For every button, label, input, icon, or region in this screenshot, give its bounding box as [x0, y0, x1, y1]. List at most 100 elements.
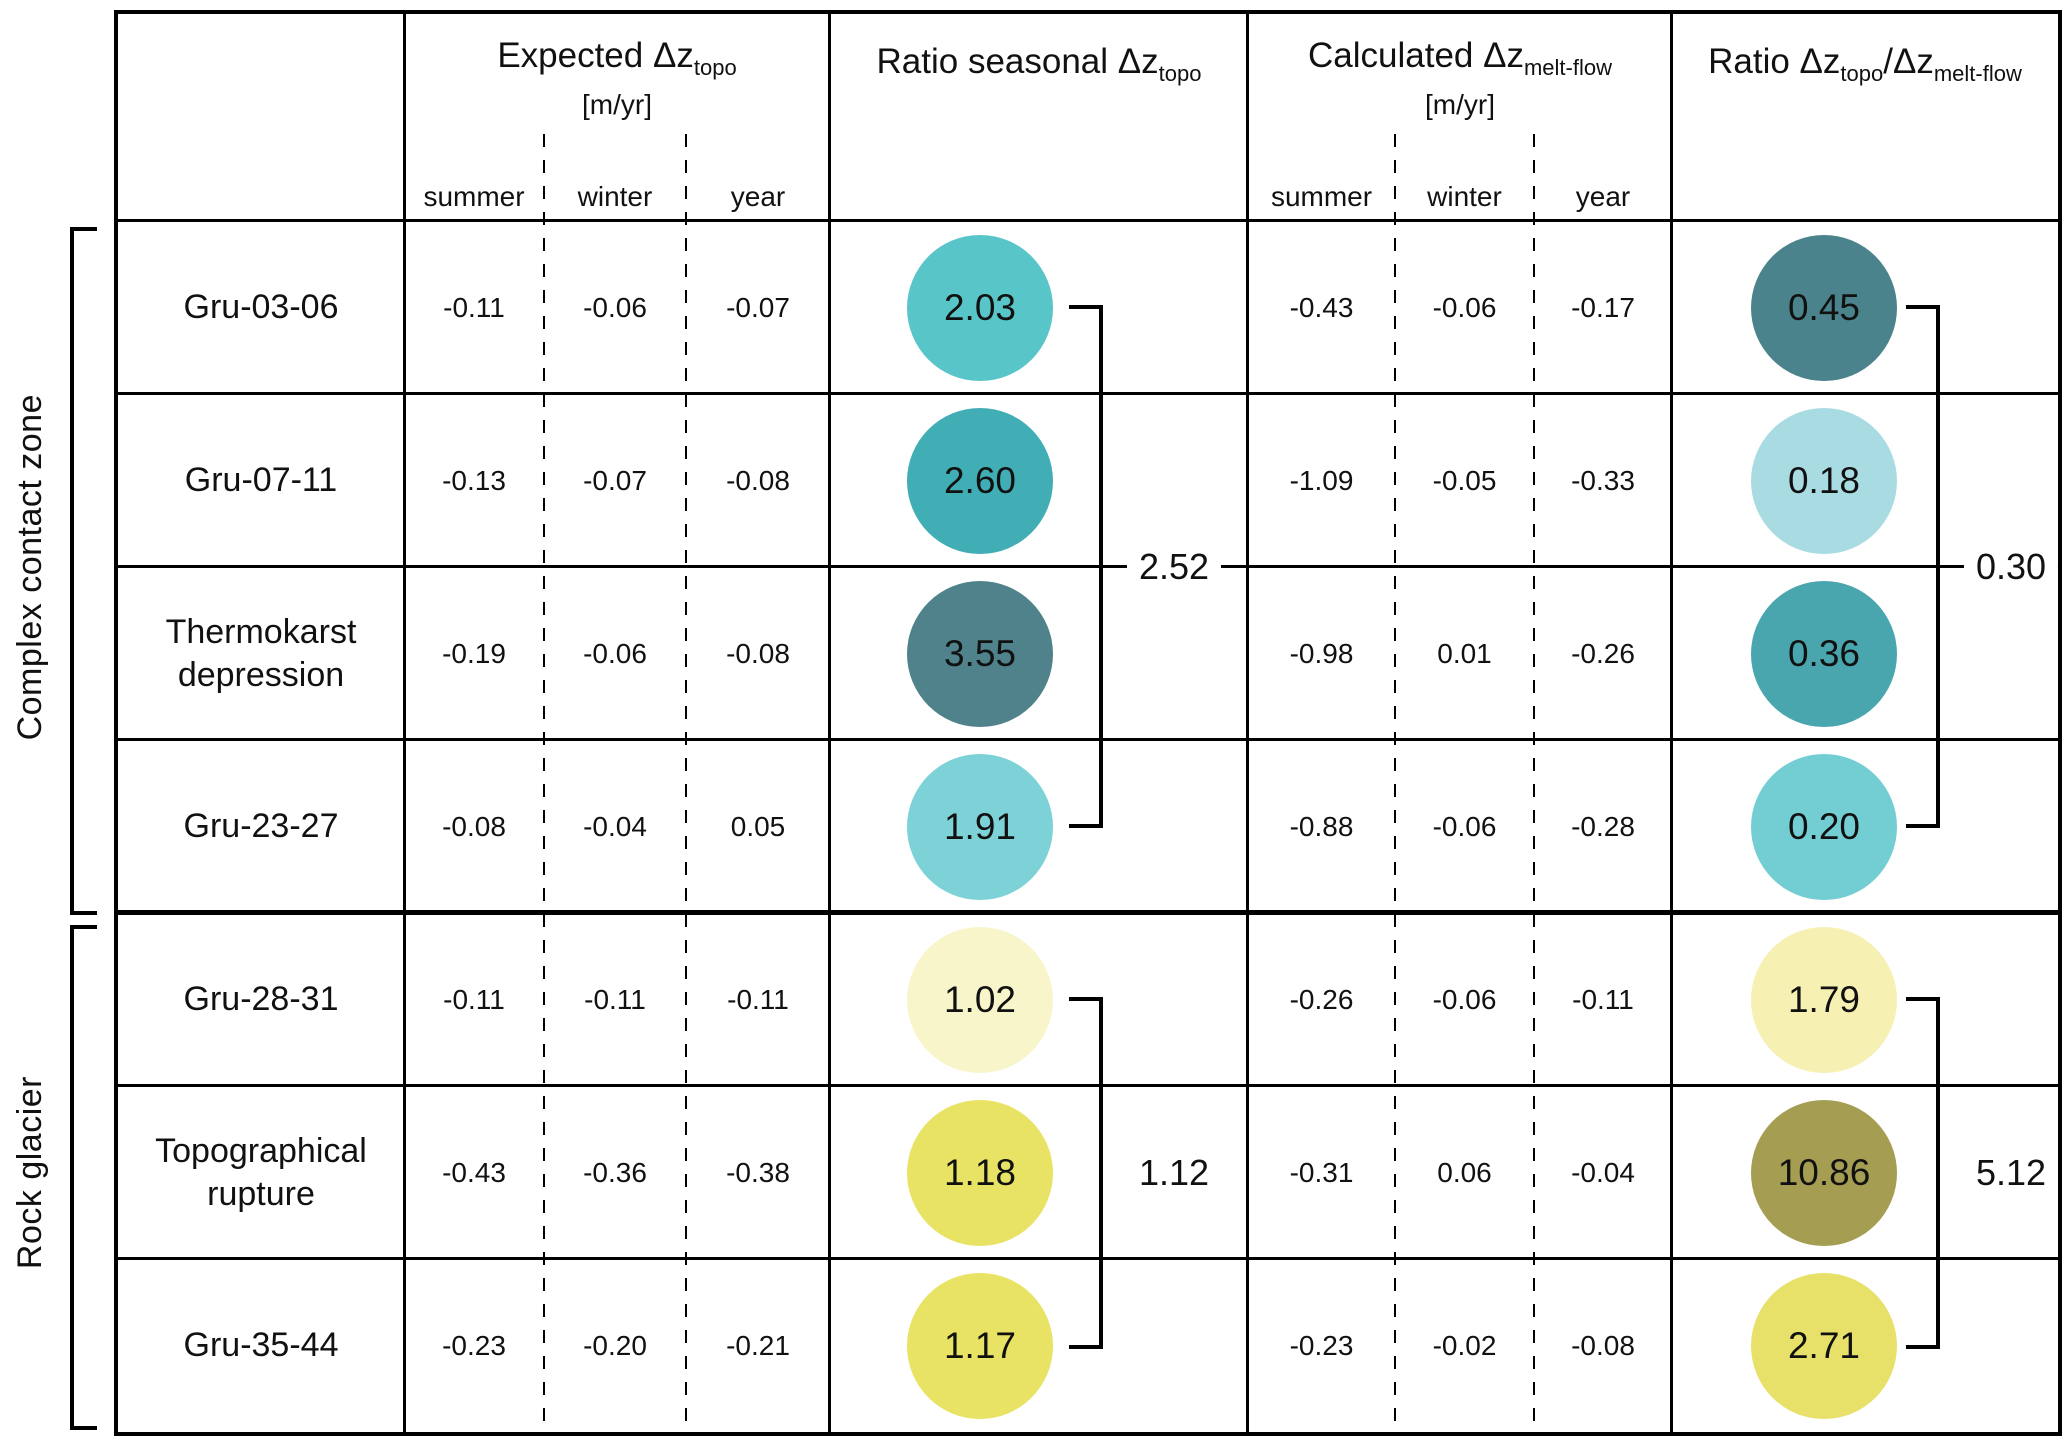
expected-winter-value: -0.07	[583, 464, 647, 496]
row-label: Thermokarst depression	[165, 613, 357, 694]
data-table: Expected Δztopo [m/yr] summer winter yea…	[114, 10, 2062, 1436]
final-ratio-circle: 2.71	[1751, 1272, 1897, 1419]
header-calculated-title-subscript: melt-flow	[1523, 55, 1612, 80]
seasonal-ratio-cell: 2.03	[830, 221, 1248, 394]
calculated-summer-value: -0.43	[1289, 291, 1354, 323]
final-ratio-circle: 0.18	[1751, 407, 1897, 554]
header-calculated-title-text: Calculated Δz	[1308, 36, 1524, 75]
column-divider	[403, 14, 406, 1432]
final-ratio-cell: 0.18	[1672, 394, 2058, 567]
dashed-subcolumn-divider	[1394, 134, 1396, 1432]
group-bracket-complex-contact-zone	[70, 227, 97, 915]
expected-winter-value: -0.20	[583, 1329, 647, 1361]
expected-summer-value: -0.23	[442, 1329, 506, 1361]
expected-year-value: 0.05	[730, 810, 786, 842]
header-expected-title-text: Expected Δz	[497, 36, 694, 75]
header-ratio-seasonal-title: Ratio seasonal Δztopo	[877, 42, 1202, 87]
row-divider	[118, 1084, 2058, 1087]
final-ratio-bracket-complex	[1906, 305, 1940, 828]
header-expected-subcolumns: summer winter year	[404, 181, 830, 221]
final-ratio-cell: 0.45	[1672, 221, 2058, 394]
calculated-year-value: -0.04	[1571, 1156, 1635, 1188]
seasonal-ratio-circle: 1.18	[907, 1099, 1053, 1246]
calculated-year-value: -0.28	[1571, 810, 1635, 842]
dashed-subcolumn-divider	[685, 134, 687, 1432]
calculated-winter-value: -0.02	[1432, 1329, 1497, 1361]
expected-summer-value: -0.43	[442, 1156, 506, 1188]
dashed-subcolumn-divider	[543, 134, 545, 1432]
row-label: Gru-03-06	[183, 288, 339, 327]
final-ratio-circle: 1.79	[1751, 926, 1897, 1073]
row-divider	[118, 565, 2058, 568]
group-seasonal-ratio-value: 2.52	[1126, 544, 1222, 590]
expected-year-value: -0.38	[726, 1156, 790, 1188]
final-ratio-cell: 2.71	[1672, 1259, 2058, 1432]
group-label-text: Complex contact zone	[10, 393, 49, 741]
final-ratio-cell: 0.36	[1672, 567, 2058, 740]
group-bracket-rock-glacier	[70, 925, 97, 1430]
header-ratio-final-text-1: Ratio Δz	[1708, 42, 1841, 81]
header-expected-dz-topo: Expected Δztopo [m/yr] summer winter yea…	[404, 14, 830, 221]
header-ratio-topo-meltflow-title: Ratio Δztopo/Δzmelt-flow	[1708, 42, 2022, 87]
header-ratio-seasonal-title-text: Ratio seasonal Δz	[876, 42, 1159, 81]
row-label: Gru-07-11	[184, 461, 338, 500]
expected-summer-value: -0.13	[442, 464, 506, 496]
row-label: Gru-28-31	[183, 980, 339, 1019]
seasonal-ratio-circle: 3.55	[907, 580, 1053, 727]
calculated-winter-value: -0.06	[1432, 810, 1497, 842]
final-ratio-circle: 0.20	[1751, 753, 1897, 900]
expected-winter-value: -0.06	[583, 291, 647, 323]
row-divider	[118, 219, 2058, 222]
calculated-winter-value: 0.06	[1437, 1156, 1492, 1188]
header-expected-title-subscript: topo	[693, 55, 737, 80]
seasonal-ratio-cell: 1.02	[830, 913, 1248, 1086]
header-ratio-seasonal-title-subscript: topo	[1158, 61, 1202, 86]
seasonal-ratio-circle: 1.91	[907, 753, 1053, 900]
seasonal-ratio-cell: 1.17	[830, 1259, 1248, 1432]
expected-winter-value: -0.36	[583, 1156, 647, 1188]
group-seasonal-ratio-value: 1.12	[1126, 1150, 1222, 1196]
column-divider	[828, 14, 831, 1432]
calculated-winter-value: -0.06	[1432, 983, 1497, 1015]
header-calculated-title: Calculated Δzmelt-flow	[1248, 36, 1672, 81]
header-ratio-final-subscript-1: topo	[1840, 61, 1884, 86]
final-ratio-cell: 0.20	[1672, 740, 2058, 913]
group-final-ratio-value: 5.12	[1963, 1150, 2058, 1196]
header-expected-unit: [m/yr]	[582, 89, 652, 120]
calculated-year-value: -0.08	[1571, 1329, 1635, 1361]
expected-year-value: -0.07	[726, 291, 790, 323]
calculated-summer-value: -0.23	[1289, 1329, 1354, 1361]
dashed-subcolumn-divider	[1533, 134, 1535, 1432]
calculated-year-value: -0.26	[1571, 637, 1635, 669]
seasonal-ratio-cell: 3.55	[830, 567, 1248, 740]
expected-summer-value: -0.11	[443, 291, 505, 323]
seasonal-ratio-bracket-complex	[1069, 305, 1103, 828]
row-divider	[118, 738, 2058, 741]
header-ratio-final-text-2: /Δz	[1883, 42, 1934, 81]
group-label-rock-glacier: Rock glacier	[0, 913, 60, 1432]
calculated-summer-value: -0.31	[1289, 1156, 1354, 1188]
subcol-summer-label: summer	[423, 181, 525, 212]
subcol-year-label: year	[730, 181, 786, 212]
seasonal-ratio-bracket-rock-glacier	[1069, 997, 1103, 1349]
calculated-year-value: -0.33	[1571, 464, 1635, 496]
expected-summer-value: -0.19	[442, 637, 506, 669]
calculated-summer-value: -1.09	[1289, 464, 1354, 496]
calculated-winter-value: 0.01	[1437, 637, 1492, 669]
header-calculated-unit: [m/yr]	[1425, 89, 1495, 120]
row-label: Gru-35-44	[183, 1326, 339, 1365]
expected-year-value: -0.08	[726, 637, 790, 669]
calculated-winter-value: -0.05	[1432, 464, 1497, 496]
header-ratio-topo-meltflow: Ratio Δztopo/Δzmelt-flow	[1672, 14, 2058, 221]
seasonal-ratio-cell: 1.18	[830, 1086, 1248, 1259]
subcol-winter-label: winter	[1427, 181, 1502, 212]
group-label-complex-contact-zone: Complex contact zone	[0, 221, 60, 913]
seasonal-ratio-circle: 1.17	[907, 1272, 1053, 1419]
expected-summer-value: -0.11	[443, 983, 505, 1015]
seasonal-ratio-cell: 1.91	[830, 740, 1248, 913]
group-final-ratio-value: 0.30	[1963, 544, 2058, 590]
final-ratio-bracket-rock-glacier	[1906, 997, 1940, 1349]
final-ratio-circle: 0.45	[1751, 234, 1897, 381]
row-label: Gru-23-27	[183, 807, 339, 846]
